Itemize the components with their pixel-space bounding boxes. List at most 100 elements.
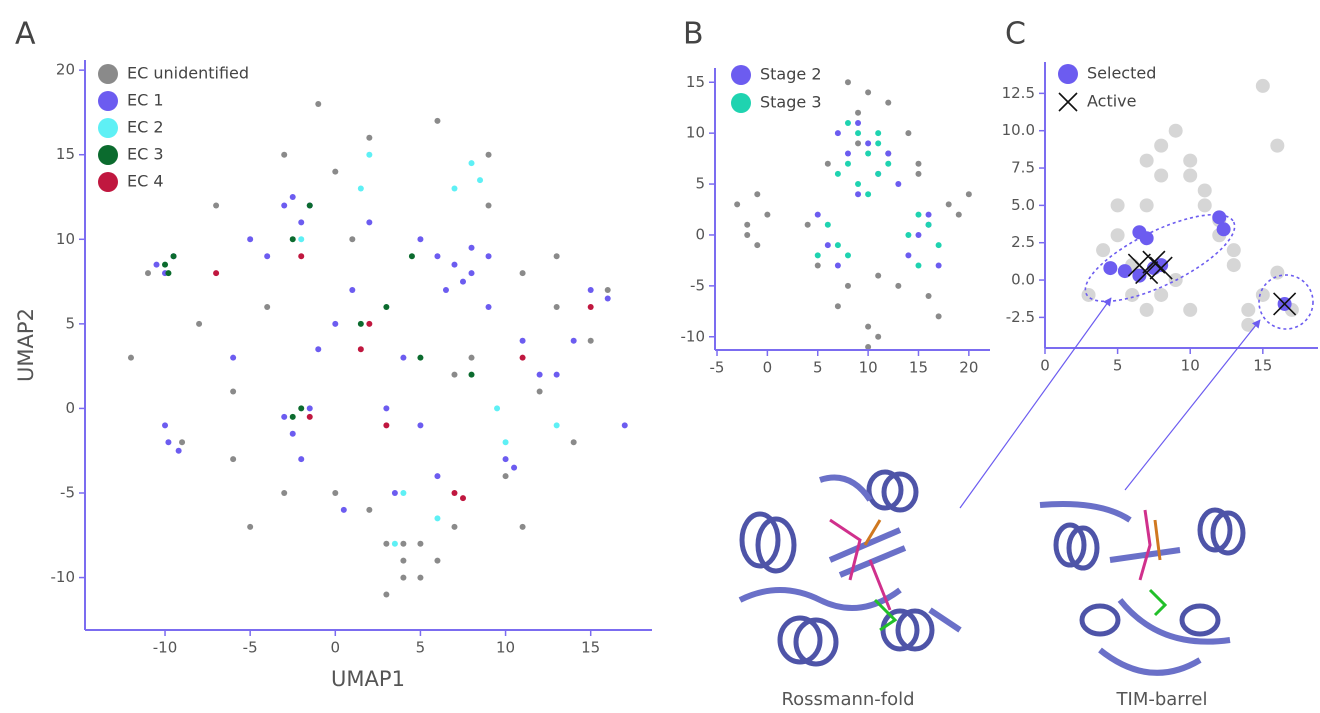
point [915, 171, 921, 177]
point [554, 304, 560, 310]
figure: C051015-2.50.02.55.07.510.012.5SelectedA… [0, 0, 1320, 713]
point [835, 171, 841, 177]
point [1140, 198, 1154, 212]
point [865, 191, 871, 197]
legend-marker [731, 93, 751, 113]
point [875, 130, 881, 136]
point [358, 346, 364, 352]
panel: A-10-5051015-10-505101520UMAP1UMAP2EC un… [14, 17, 652, 692]
point [145, 270, 151, 276]
point [366, 219, 372, 225]
point [486, 304, 492, 310]
point [905, 232, 911, 238]
arrow [960, 298, 1111, 508]
x-tick-label: 15 [581, 639, 600, 657]
x-tick-label: 15 [909, 359, 928, 377]
y-tick-label: 0.0 [1011, 271, 1035, 289]
legend-label: EC 3 [127, 145, 164, 164]
y-tick-label: -2.5 [1006, 308, 1035, 326]
point [875, 171, 881, 177]
point [845, 151, 851, 157]
point [520, 270, 526, 276]
point [1154, 169, 1168, 183]
point [451, 372, 457, 378]
point [434, 515, 440, 521]
point [915, 232, 921, 238]
point [605, 295, 611, 301]
legend-label: Active [1087, 92, 1137, 111]
point [855, 110, 861, 116]
point [1270, 266, 1284, 280]
y-tick-label: -10 [681, 327, 706, 345]
point [1111, 228, 1125, 242]
point [417, 575, 423, 581]
panel-label: C [1005, 17, 1026, 52]
point [1103, 261, 1117, 275]
point [307, 414, 313, 420]
point [332, 169, 338, 175]
point [936, 242, 942, 248]
y-tick-label: 12.5 [1002, 84, 1035, 102]
x-tick-label: 0 [763, 359, 773, 377]
legend-label: Stage 2 [760, 65, 822, 84]
point [835, 130, 841, 136]
point [554, 422, 560, 428]
point [383, 405, 389, 411]
point [451, 524, 457, 530]
legend-label: Selected [1087, 64, 1156, 83]
legend-label: Stage 3 [760, 93, 822, 112]
point [264, 304, 270, 310]
point [349, 287, 355, 293]
legend-label: EC 2 [127, 118, 164, 137]
y-tick-label: 10 [686, 124, 705, 142]
point [1183, 303, 1197, 317]
x-tick-label: 10 [859, 359, 878, 377]
point [230, 389, 236, 395]
point [520, 338, 526, 344]
point [383, 422, 389, 428]
x-tick-label: 5 [813, 359, 823, 377]
point [936, 263, 942, 269]
point [290, 414, 296, 420]
point [281, 414, 287, 420]
point [875, 273, 881, 279]
point [417, 236, 423, 242]
point [865, 151, 871, 157]
point [605, 287, 611, 293]
point [349, 236, 355, 242]
point [865, 324, 871, 330]
y-tick-label: 15 [686, 73, 705, 91]
point [434, 473, 440, 479]
point [281, 490, 287, 496]
point [443, 287, 449, 293]
x-tick-label: 0 [1040, 357, 1050, 375]
legend-marker [98, 64, 118, 84]
point [247, 524, 253, 530]
point [915, 263, 921, 269]
point [1198, 183, 1212, 197]
point [383, 591, 389, 597]
point [179, 439, 185, 445]
point [915, 212, 921, 218]
point [926, 212, 932, 218]
y-tick-label: 10 [56, 230, 75, 248]
point [162, 262, 168, 268]
point [885, 151, 891, 157]
point [554, 372, 560, 378]
point [332, 321, 338, 327]
x-axis-label: UMAP1 [331, 667, 405, 691]
point [290, 194, 296, 200]
legend-marker [98, 145, 118, 165]
point [434, 558, 440, 564]
legend-label: EC 4 [127, 172, 164, 191]
point [915, 161, 921, 167]
point [815, 212, 821, 218]
point [213, 202, 219, 208]
point [417, 355, 423, 361]
point [503, 456, 509, 462]
point [128, 355, 134, 361]
point [520, 355, 526, 361]
y-tick-label: -5 [60, 483, 75, 501]
point [358, 321, 364, 327]
point [835, 263, 841, 269]
